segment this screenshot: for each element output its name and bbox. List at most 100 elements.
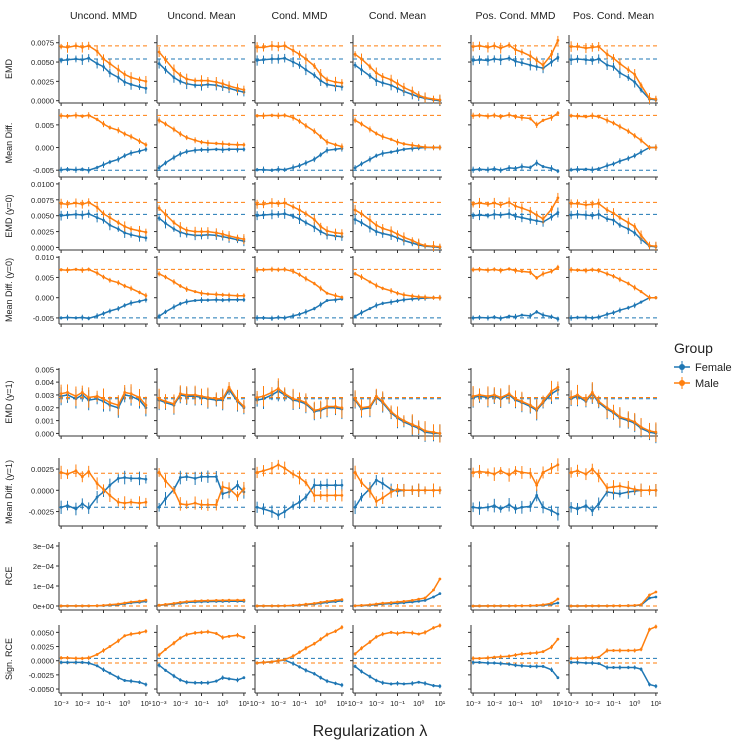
data-point xyxy=(432,684,435,688)
data-point xyxy=(298,500,301,504)
data-point xyxy=(486,114,490,118)
data-point xyxy=(612,162,615,166)
data-point xyxy=(144,294,148,298)
data-point xyxy=(138,229,141,233)
data-point xyxy=(618,308,622,312)
data-point xyxy=(597,57,601,61)
data-point xyxy=(164,122,167,126)
data-point xyxy=(389,137,393,141)
data-point xyxy=(66,45,69,49)
data-point xyxy=(432,244,435,248)
data-point xyxy=(304,646,308,650)
data-point xyxy=(550,466,553,470)
data-point xyxy=(74,201,78,205)
data-point xyxy=(80,202,84,206)
data-point xyxy=(654,146,658,149)
facet-panel: 10⁻³ 10⁻² 10⁻¹ 10⁰ 10¹ xyxy=(466,625,564,708)
data-point xyxy=(59,45,63,48)
data-point xyxy=(178,79,182,83)
data-point xyxy=(514,115,517,119)
data-point xyxy=(87,604,91,608)
data-point xyxy=(95,495,99,499)
data-point xyxy=(87,44,91,48)
facet-panel: 0e+00 1e−04 2e−04 3e−04 xyxy=(33,542,148,613)
data-point xyxy=(102,122,105,126)
data-point xyxy=(193,477,197,480)
data-point xyxy=(312,282,316,285)
data-point xyxy=(396,415,399,419)
data-point xyxy=(340,232,344,235)
data-point xyxy=(368,405,372,408)
data-point xyxy=(270,44,274,48)
data-point xyxy=(59,168,63,172)
data-point xyxy=(396,291,399,295)
data-point xyxy=(87,200,91,204)
data-point xyxy=(144,143,148,147)
data-point xyxy=(353,52,357,56)
data-point xyxy=(283,466,287,470)
data-point xyxy=(507,166,511,170)
data-point xyxy=(556,196,560,200)
data-point xyxy=(438,684,442,688)
x-tick-label: 10⁻² xyxy=(271,699,286,708)
data-point xyxy=(374,394,378,398)
data-point xyxy=(633,225,637,228)
data-point xyxy=(185,136,189,139)
data-point xyxy=(590,168,594,172)
x-tick-label: 10¹ xyxy=(650,699,661,708)
data-point xyxy=(569,604,573,608)
data-point xyxy=(612,311,615,315)
data-point xyxy=(312,408,316,412)
data-point xyxy=(550,52,553,56)
data-point xyxy=(193,230,197,233)
data-point xyxy=(262,316,265,320)
y-tick-label: 0.0050 xyxy=(31,628,54,637)
data-point xyxy=(353,208,357,212)
data-point xyxy=(123,284,127,288)
data-point xyxy=(471,202,475,206)
facet-panel xyxy=(350,109,442,180)
data-point xyxy=(319,73,323,76)
data-point xyxy=(236,633,239,637)
data-point xyxy=(129,301,133,305)
data-point xyxy=(80,316,84,319)
data-point xyxy=(157,653,161,657)
x-tick-label: 10⁻² xyxy=(585,699,600,708)
data-point xyxy=(304,124,308,128)
data-point xyxy=(569,657,573,660)
legend-label-female: Female xyxy=(695,362,732,374)
data-point xyxy=(528,604,532,607)
facet-panel xyxy=(154,256,246,327)
data-point xyxy=(221,599,225,602)
data-point xyxy=(95,206,99,209)
data-point xyxy=(639,488,643,492)
series-line-female xyxy=(571,146,656,171)
data-point xyxy=(402,682,406,686)
data-point xyxy=(172,402,176,406)
data-point xyxy=(221,298,225,302)
y-tick-label: 0.0025 xyxy=(31,643,54,652)
data-point xyxy=(374,223,378,227)
data-point xyxy=(123,80,127,84)
data-point xyxy=(353,118,357,122)
data-point xyxy=(499,46,503,50)
row-ylabel: Mean Diff. (y=0) xyxy=(4,258,14,322)
facet-panel: 10⁻³ 10⁻² 10⁻¹ 10⁰ 10¹ xyxy=(152,625,250,708)
data-point xyxy=(605,312,609,316)
data-point xyxy=(556,676,560,680)
data-point xyxy=(200,630,203,634)
data-point xyxy=(102,218,105,222)
data-point xyxy=(221,232,225,236)
legend-label-male: Male xyxy=(695,378,719,390)
data-point xyxy=(514,166,517,170)
data-point xyxy=(569,58,573,62)
data-point xyxy=(423,429,427,433)
data-point xyxy=(262,507,265,511)
data-point xyxy=(108,603,112,607)
facet-panel xyxy=(566,35,658,106)
data-point xyxy=(590,45,594,49)
data-point xyxy=(236,236,239,240)
data-point xyxy=(291,166,295,169)
data-point xyxy=(276,57,280,61)
data-point xyxy=(172,156,176,159)
